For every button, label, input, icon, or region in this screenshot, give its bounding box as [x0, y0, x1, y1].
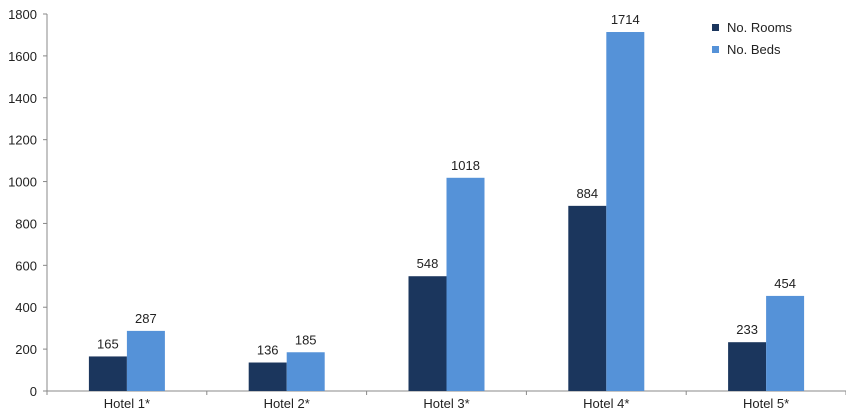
legend-swatch	[712, 46, 719, 53]
bar-beds	[446, 177, 485, 391]
y-tick-label: 200	[15, 342, 37, 357]
y-tick-label: 1800	[8, 7, 37, 22]
data-label: 454	[774, 276, 796, 291]
y-axis: 0 200 400 600 800 1000 1200 1400 1600 1800	[8, 7, 48, 399]
legend-swatch	[712, 24, 719, 31]
bar-beds	[126, 330, 165, 391]
y-tick-label: 800	[15, 216, 37, 231]
data-label: 548	[417, 256, 439, 271]
bar-rooms	[408, 276, 447, 391]
bar-rooms	[88, 356, 127, 391]
x-tick-label: Hotel 1*	[104, 396, 150, 411]
x-tick-label: Hotel 5*	[743, 396, 789, 411]
legend: No. Rooms No. Beds	[712, 20, 793, 57]
x-tick-label: Hotel 2*	[264, 396, 310, 411]
data-label: 1018	[451, 158, 480, 173]
bar-beds	[286, 352, 325, 391]
y-tick-label: 400	[15, 300, 37, 315]
data-labels: 165 287 136 185 548 1018 884 1714 233 454	[97, 12, 796, 358]
data-label: 165	[97, 336, 119, 351]
y-tick-label: 1200	[8, 133, 37, 148]
y-tick-label: 600	[15, 258, 37, 273]
x-axis: Hotel 1* Hotel 2* Hotel 3* Hotel 4* Hotel 5*	[46, 390, 846, 411]
data-label: 185	[295, 332, 317, 347]
y-tick-label: 1000	[8, 175, 37, 190]
data-label: 884	[576, 186, 598, 201]
y-tick-label: 0	[30, 384, 37, 399]
x-tick-label: Hotel 4*	[583, 396, 629, 411]
bar-rooms	[248, 362, 287, 391]
data-label: 233	[736, 322, 758, 337]
bar-rooms	[568, 205, 607, 391]
data-label: 136	[257, 343, 279, 358]
bar-beds	[766, 295, 805, 391]
data-label: 1714	[611, 12, 640, 27]
bars	[88, 32, 805, 392]
legend-label: No. Rooms	[727, 20, 793, 35]
y-tick-label: 1600	[8, 49, 37, 64]
y-tick-label: 1400	[8, 91, 37, 106]
legend-label: No. Beds	[727, 42, 781, 57]
bar-rooms	[728, 342, 767, 391]
x-tick-label: Hotel 3*	[423, 396, 469, 411]
bar-beds	[606, 32, 645, 392]
data-label: 287	[135, 311, 157, 326]
